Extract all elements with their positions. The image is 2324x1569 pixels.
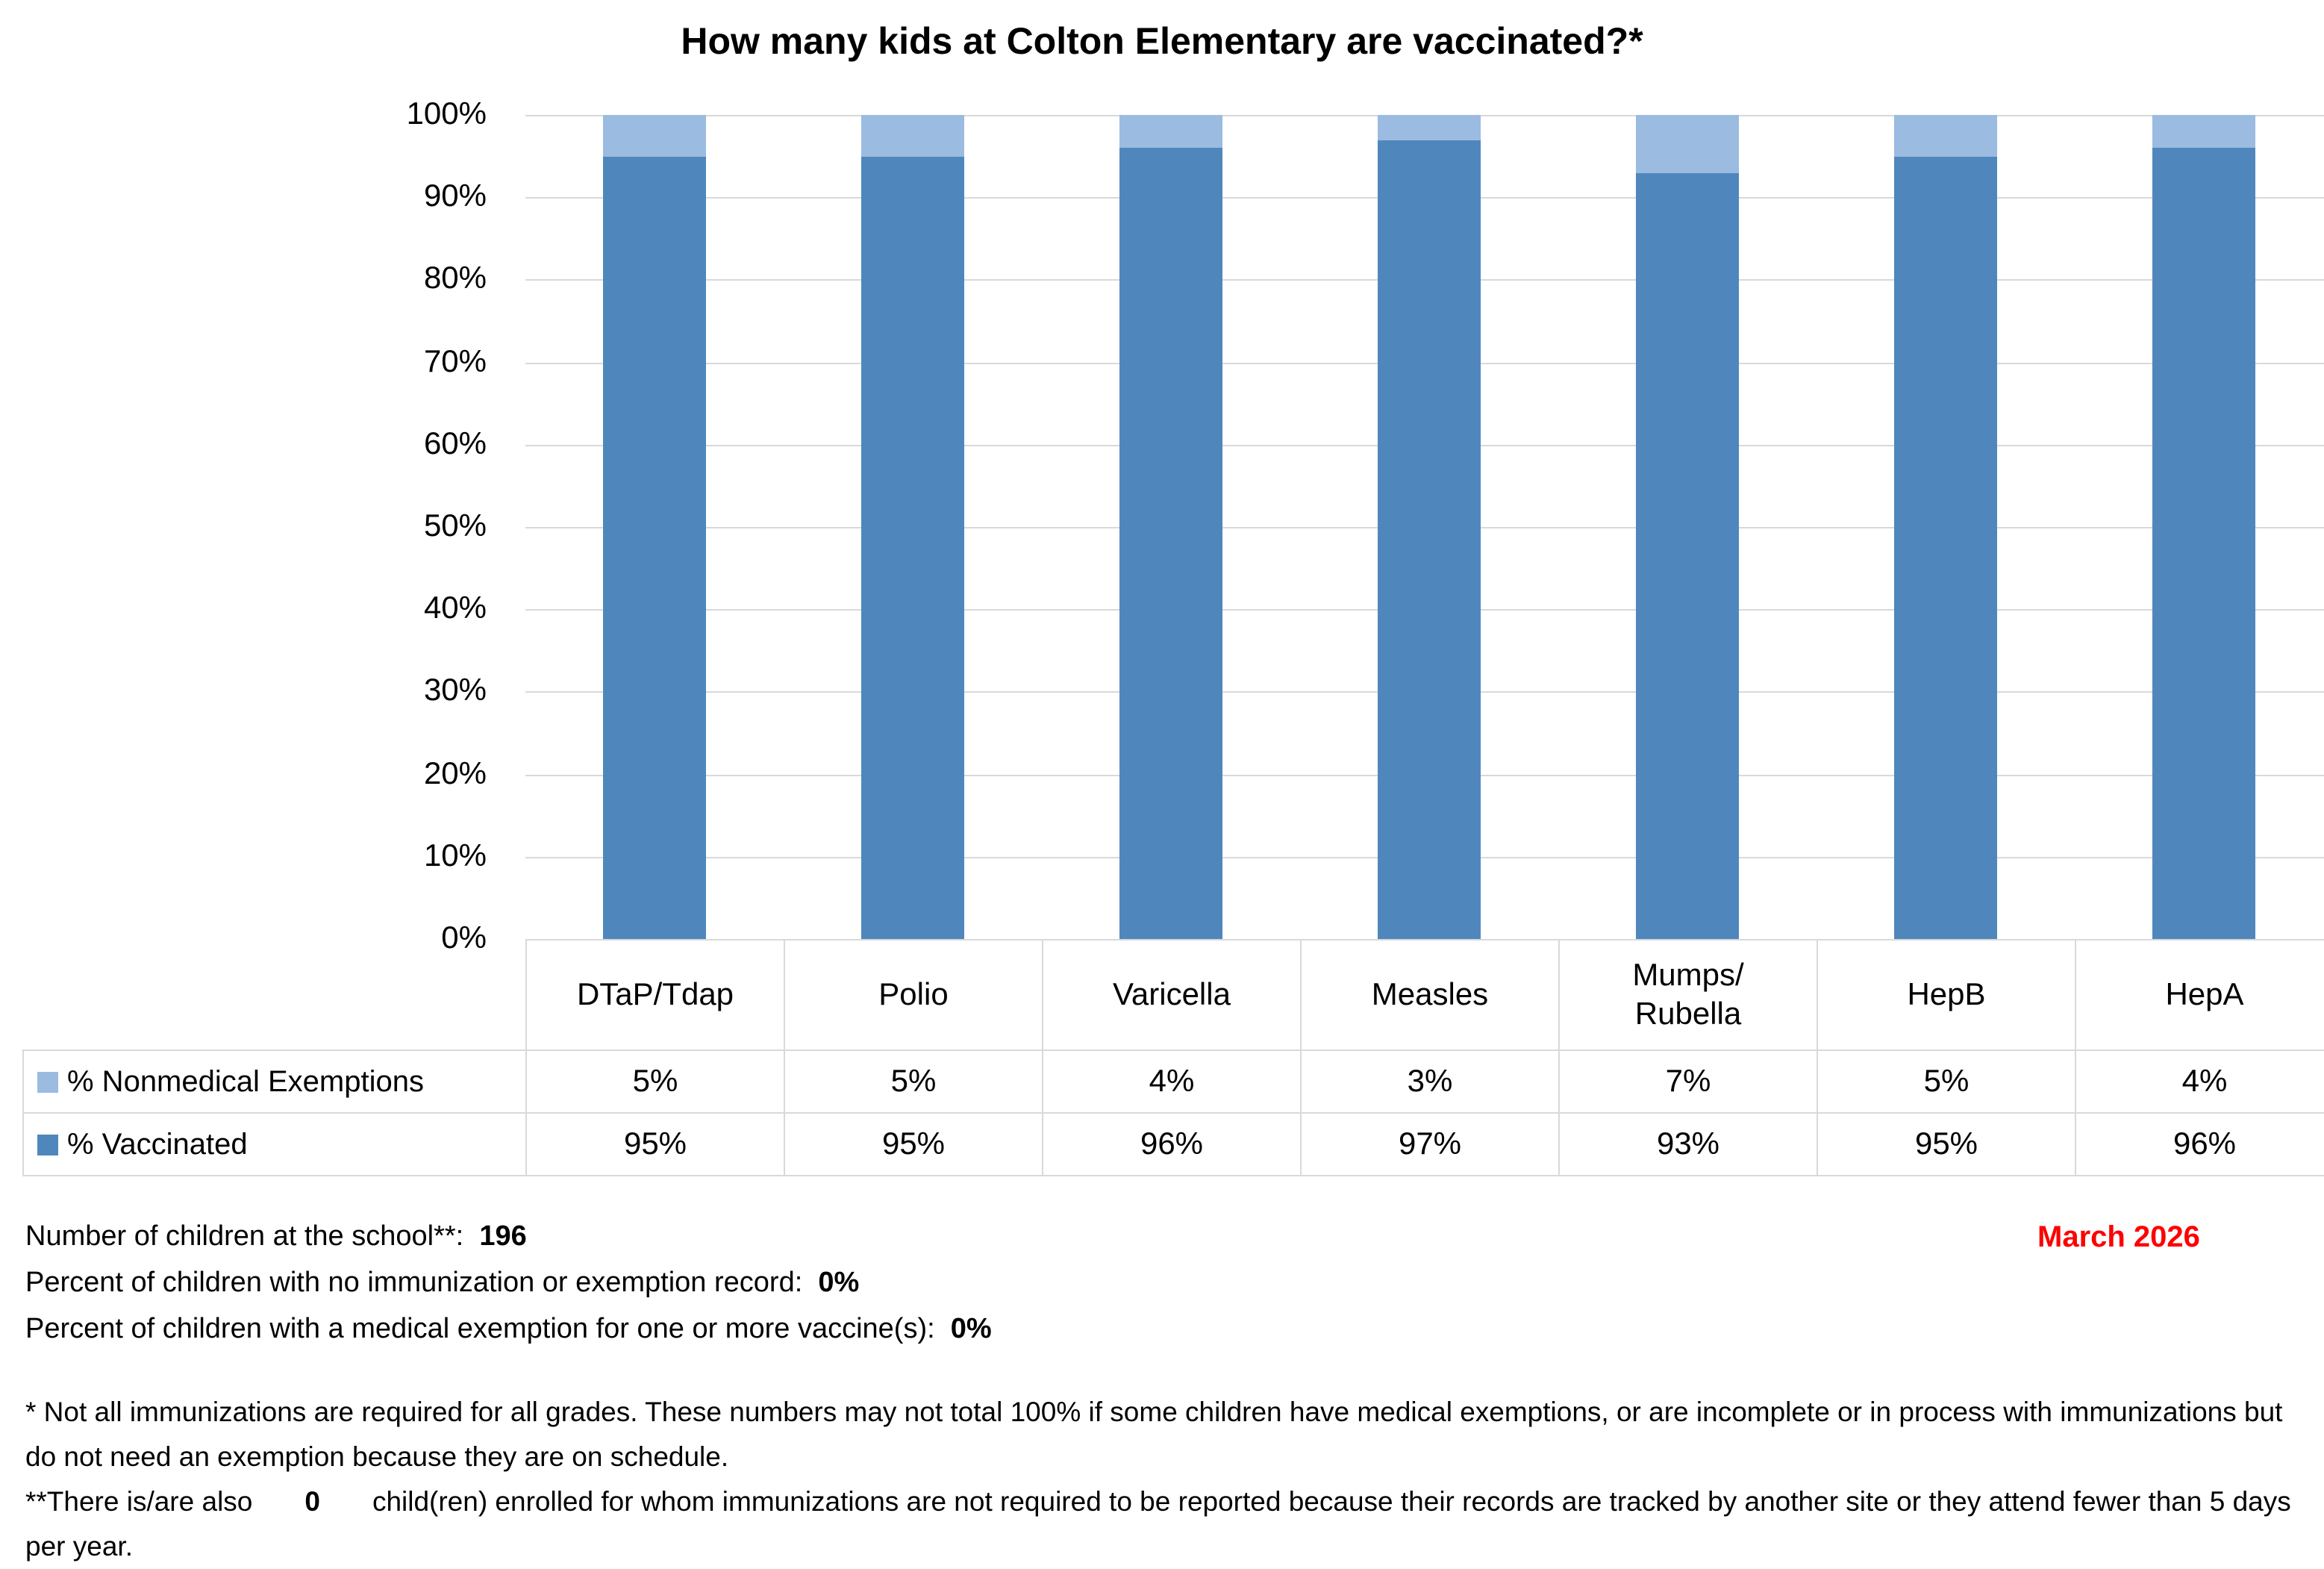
y-tick-label: 30%	[423, 673, 487, 708]
no-record-percent: Percent of children with no immunization…	[25, 1267, 859, 1300]
data-label: 95%	[525, 1112, 785, 1176]
y-tick-label: 10%	[423, 838, 487, 873]
bar-vaccinated	[603, 156, 706, 939]
legend-entry: % Vaccinated	[22, 1112, 527, 1176]
footnote-2-value: 0	[304, 1485, 320, 1517]
bar-exemptions	[2152, 115, 2255, 149]
bar-exemptions	[603, 115, 706, 157]
children-count-label: Number of children at the school**:	[25, 1221, 464, 1253]
legend-label: % Vaccinated	[67, 1128, 248, 1161]
footnote-2: **There is/are also 0 child(ren) enrolle…	[25, 1479, 2309, 1569]
data-label: 5%	[525, 1049, 785, 1114]
y-tick-label: 0%	[441, 921, 487, 955]
data-label: 95%	[1817, 1112, 2076, 1176]
medical-exemption-label: Percent of children with a medical exemp…	[25, 1314, 935, 1345]
data-label: 95%	[784, 1112, 1043, 1176]
bar-exemptions	[1119, 115, 1222, 149]
children-count-value: 196	[479, 1221, 527, 1253]
footnote-1: * Not all immunizations are required for…	[25, 1396, 2283, 1472]
category-label: Mumps/ Rubella	[1558, 939, 1818, 1051]
no-record-label: Percent of children with no immunization…	[25, 1267, 803, 1299]
data-label: 5%	[784, 1049, 1043, 1114]
y-tick-label: 20%	[423, 756, 487, 791]
y-tick-label: 60%	[423, 426, 487, 461]
bar-exemptions	[1894, 115, 1997, 157]
category-label: Polio	[784, 939, 1043, 1051]
legend-entry: % Nonmedical Exemptions	[22, 1049, 527, 1114]
y-tick-label: 90%	[423, 179, 487, 214]
plot-area: 0% 10% 20% 30% 40% 50% 60% 70% 80% 90% 100%	[406, 97, 2324, 955]
data-label: 4%	[1042, 1049, 1302, 1114]
data-label: 7%	[1558, 1049, 1818, 1114]
data-label: 96%	[1042, 1112, 1302, 1176]
category-label: Varicella	[1042, 939, 1302, 1051]
data-label: 97%	[1300, 1112, 1560, 1176]
footnote-2-prefix: **There is/are also	[25, 1485, 253, 1517]
y-tick-label: 40%	[423, 591, 487, 626]
no-record-value: 0%	[818, 1267, 860, 1299]
bar-exemptions	[1378, 115, 1481, 140]
bar-vaccinated	[1894, 156, 1997, 939]
chart-title: How many kids at Colton Elementary are v…	[681, 21, 1643, 63]
data-label: 5%	[1817, 1049, 2076, 1114]
data-label: 4%	[2075, 1049, 2324, 1114]
y-tick-label: 50%	[423, 509, 487, 543]
category-label: HepA	[2075, 939, 2324, 1051]
category-label: Measles	[1300, 939, 1560, 1051]
children-count: Number of children at the school**: 196	[25, 1221, 527, 1254]
data-label: 93%	[1558, 1112, 1818, 1176]
category-label: HepB	[1817, 939, 2076, 1051]
legend-swatch	[37, 1071, 58, 1092]
bar-vaccinated	[1378, 140, 1481, 939]
legend-swatch	[37, 1134, 58, 1155]
report-date: March 2026	[2037, 1221, 2200, 1254]
category-label: DTaP/Tdap	[525, 939, 785, 1051]
footnote-2-suffix: child(ren) enrolled for whom immunizatio…	[25, 1485, 2291, 1562]
bar-exemptions	[1636, 115, 1739, 173]
bar-vaccinated	[2152, 148, 2255, 939]
footnotes: * Not all immunizations are required for…	[25, 1390, 2309, 1569]
data-label: 3%	[1300, 1049, 1560, 1114]
bar-vaccinated	[1119, 148, 1222, 939]
legend-label: % Nonmedical Exemptions	[67, 1065, 424, 1098]
bar-exemptions	[861, 115, 964, 157]
bar-vaccinated	[1636, 172, 1739, 939]
medical-exemption-value: 0%	[950, 1314, 992, 1345]
medical-exemption-percent: Percent of children with a medical exemp…	[25, 1314, 992, 1347]
bar-vaccinated	[861, 156, 964, 939]
y-tick-label: 80%	[423, 261, 487, 296]
y-tick-label: 100%	[406, 97, 487, 131]
data-label: 96%	[2075, 1112, 2324, 1176]
y-tick-label: 70%	[423, 344, 487, 379]
